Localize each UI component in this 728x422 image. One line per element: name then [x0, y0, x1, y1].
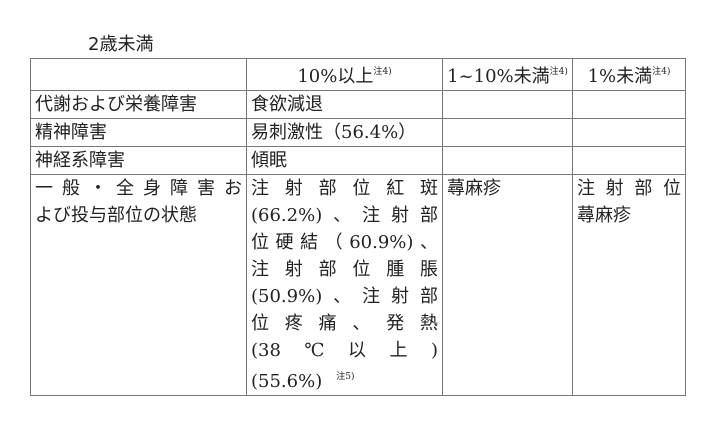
header-label: 1~10%未満 — [447, 66, 550, 87]
ge10-cell: 食欲減退 — [246, 90, 443, 119]
ge10-cell: 易刺激性（56.4%） — [246, 118, 443, 147]
cell-line: 傾眠 — [251, 150, 287, 171]
cell-line: 注射部位腫脹 — [251, 259, 438, 280]
footnote-ref: 注5) — [336, 372, 355, 382]
header-1-to-10-percent: 1~10%未満注4) — [442, 58, 573, 91]
cell-line: 食欲減退 — [251, 94, 323, 115]
lt1-cell: 注射部位 蕁麻疹 — [572, 174, 686, 396]
r1to10-cell — [442, 118, 573, 147]
cell-line: 位疼痛、発熱 — [251, 313, 438, 334]
cell-line: 注射部位 — [577, 178, 681, 199]
cell-line: 代謝および栄養障害 — [35, 94, 197, 115]
cell-line: (38℃以上) — [251, 340, 438, 361]
ge10-cell: 傾眠 — [246, 146, 443, 175]
footnote-ref: 注4) — [652, 67, 671, 77]
table-row: 精神障害 易刺激性（56.4%） — [30, 118, 686, 147]
r1to10-cell: 蕁麻疹 — [442, 174, 573, 396]
table-row: 神経系障害 傾眠 — [30, 146, 686, 175]
header-label: 1%未満 — [587, 66, 653, 87]
adverse-reactions-table: 10%以上注4) 1~10%未満注4) 1%未満注4) 代謝および栄養障害 食欲減… — [30, 58, 686, 396]
category-cell: 一般・全身障害お よび投与部位の状態 — [30, 174, 247, 396]
cell-line: 蕁麻疹 — [447, 178, 501, 199]
lt1-cell — [572, 146, 686, 175]
ge10-cell: 注射部位紅斑 (66.2%)、注射部 位硬結（60.9%)、 注射部位腫脹 (50.9%… — [246, 174, 443, 396]
footnote-ref: 注4) — [549, 67, 568, 77]
header-category — [30, 58, 247, 91]
table-row: 代謝および栄養障害 食欲減退 — [30, 90, 686, 119]
table-row: 一般・全身障害お よび投与部位の状態 注射部位紅斑 (66.2%)、注射部 位硬結（60… — [30, 174, 686, 396]
cell-line: (55.6%) 注5) — [251, 364, 438, 395]
cell-line: 位硬結（60.9%)、 — [251, 232, 438, 253]
cell-line: 一般・全身障害お — [35, 178, 242, 199]
cell-line: 精神障害 — [35, 122, 107, 143]
cell-line: (50.9%)、注射部 — [251, 286, 438, 307]
cell-line: 易刺激性（56.4%） — [251, 122, 417, 143]
category-cell: 代謝および栄養障害 — [30, 90, 247, 119]
category-cell: 精神障害 — [30, 118, 247, 147]
category-cell: 神経系障害 — [30, 146, 247, 175]
cell-line: 蕁麻疹 — [577, 205, 631, 226]
header-label: 10%以上 — [297, 66, 374, 87]
cell-line: (66.2%)、注射部 — [251, 205, 438, 226]
footnote-ref: 注4) — [373, 67, 392, 77]
r1to10-cell — [442, 146, 573, 175]
cell-text: (55.6%) — [251, 371, 323, 392]
lt1-cell — [572, 118, 686, 147]
header-less-than-1-percent: 1%未満注4) — [572, 58, 686, 91]
lt1-cell — [572, 90, 686, 119]
table-header-row: 10%以上注4) 1~10%未満注4) 1%未満注4) — [30, 58, 686, 91]
r1to10-cell — [442, 90, 573, 119]
section-title: 2歳未満 — [88, 34, 154, 55]
table-body: 代謝および栄養障害 食欲減退精神障害 易刺激性（56.4%） 神経系障害 傾眠 一般・全身… — [30, 90, 686, 396]
cell-line: よび投与部位の状態 — [35, 205, 197, 226]
cell-line: 神経系障害 — [35, 150, 125, 171]
cell-line: 注射部位紅斑 — [251, 178, 438, 199]
header-10-percent-or-more: 10%以上注4) — [246, 58, 443, 91]
